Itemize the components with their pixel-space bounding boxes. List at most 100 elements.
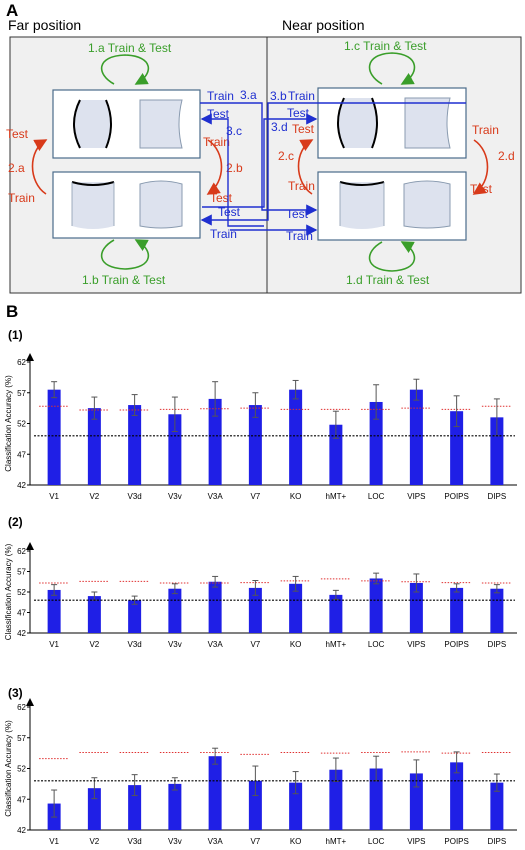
x-tick-label: V7 (250, 492, 260, 501)
near-left-test: Test (292, 122, 315, 136)
bar-DIPS (490, 782, 504, 830)
bar-V1 (47, 389, 61, 485)
bar-hMT+ (329, 594, 343, 633)
x-tick-label: DIPS (488, 837, 507, 846)
label-3d-train: Train (286, 229, 313, 243)
y-tick-label: 52 (17, 420, 26, 429)
x-tick-label: V3d (128, 837, 142, 846)
bar-V3A (208, 756, 222, 830)
bar-VIPS (409, 389, 423, 485)
y-tick-label: 62 (17, 703, 26, 712)
bar-V3A (208, 398, 222, 485)
far-top-stimulus (52, 89, 201, 159)
bar-POIPS (450, 762, 464, 830)
label-3b: 3.b (270, 89, 287, 103)
near-top-stimulus (317, 87, 467, 159)
x-tick-label: POIPS (444, 837, 468, 846)
chart-3: (3) Classification Accuracy (%) 42 47 52 57 62… (4, 686, 517, 846)
x-tick-label: V1 (49, 492, 59, 501)
x-tick-label: V3v (168, 837, 182, 846)
blue-arrows (200, 102, 466, 236)
bar-KO (289, 583, 303, 633)
arrow-2b (206, 139, 223, 195)
bar-V2 (87, 408, 101, 485)
y-axis-label: Classification Accuracy (%) (4, 720, 13, 817)
x-tick-label: V3A (208, 640, 224, 649)
bar-hMT+ (329, 424, 343, 485)
bar-V2 (87, 788, 101, 830)
arrow-3b-test (202, 113, 318, 208)
x-tick-label: LOC (368, 640, 385, 649)
y-tick-label: 57 (17, 734, 26, 743)
y-tick-label: 42 (17, 481, 26, 490)
label-3c: 3.c (226, 124, 242, 138)
arrow-2d (472, 139, 489, 195)
chart-label: (3) (8, 686, 23, 700)
x-tick-label: DIPS (488, 492, 507, 501)
y-tick-label: 47 (17, 450, 26, 459)
far-right-test: Test (210, 191, 233, 205)
y-tick-label: 42 (17, 629, 26, 638)
loop-1d (368, 241, 416, 272)
x-tick-label: V1 (49, 837, 59, 846)
x-tick-label: V7 (250, 640, 260, 649)
bar-V3v (168, 783, 182, 830)
y-tick-label: 52 (17, 765, 26, 774)
far-left-test: Test (6, 127, 29, 141)
x-tick-label: V3d (128, 640, 142, 649)
x-tick-label: POIPS (444, 640, 468, 649)
label-2a: 2.a (8, 161, 25, 175)
label-3d: 3.d (271, 120, 288, 134)
loop-1b (100, 239, 150, 270)
x-tick-label: V2 (89, 837, 99, 846)
label-3d-test: Test (286, 207, 309, 221)
bar-POIPS (450, 411, 464, 485)
arrow-2c (297, 139, 314, 195)
y-tick-label: 47 (17, 609, 26, 618)
y-axis-label: Classification Accuracy (%) (4, 375, 13, 472)
y-axis-label: Classification Accuracy (%) (4, 543, 13, 640)
x-tick-label: DIPS (488, 640, 507, 649)
bar-VIPS (409, 582, 423, 633)
panel-b-letter: B (6, 302, 18, 321)
arrow-2a (31, 139, 48, 195)
label-1a: 1.a Train & Test (88, 41, 172, 55)
arrow-3b-train (200, 102, 466, 226)
label-3c-test: Test (218, 205, 241, 219)
y-tick-label: 57 (17, 389, 26, 398)
far-right-train: Train (203, 135, 230, 149)
label-3a-train: Train (207, 89, 234, 103)
bar-VIPS (409, 773, 423, 830)
near-right-test: Test (470, 182, 493, 196)
bar-V3v (168, 414, 182, 485)
x-tick-label: VIPS (407, 640, 425, 649)
x-tick-label: V3v (168, 492, 182, 501)
bar-V3A (208, 581, 222, 633)
bar-KO (289, 389, 303, 485)
panel-a-letter: A (6, 1, 18, 20)
bar-V7 (248, 780, 262, 830)
label-1c: 1.c Train & Test (344, 39, 427, 53)
chart-2: (2) Classification Accuracy (%) 42 47 52 57 62… (4, 515, 517, 649)
y-tick-label: 62 (17, 358, 26, 367)
x-tick-label: V3v (168, 640, 182, 649)
x-tick-label: LOC (368, 837, 385, 846)
y-tick-label: 52 (17, 588, 26, 597)
loop-1a (100, 54, 150, 85)
near-right-train: Train (472, 123, 499, 137)
near-position-label: Near position (282, 17, 365, 33)
chart-1: (1) Classification Accuracy (%) 42 47 52 57 62… (4, 328, 517, 501)
bar-V2 (87, 596, 101, 633)
label-3a-test: Test (207, 107, 230, 121)
x-tick-label: KO (290, 640, 302, 649)
label-2b: 2.b (226, 161, 243, 175)
panel-a: A Far position Near position (6, 1, 522, 294)
label-3a: 3.a (240, 88, 257, 102)
x-tick-label: LOC (368, 492, 385, 501)
x-tick-label: VIPS (407, 492, 425, 501)
chart-label: (2) (8, 515, 23, 529)
x-tick-label: hMT+ (326, 640, 347, 649)
far-position-label: Far position (8, 17, 81, 33)
y-tick-label: 42 (17, 826, 26, 835)
red-arrows (31, 139, 489, 195)
